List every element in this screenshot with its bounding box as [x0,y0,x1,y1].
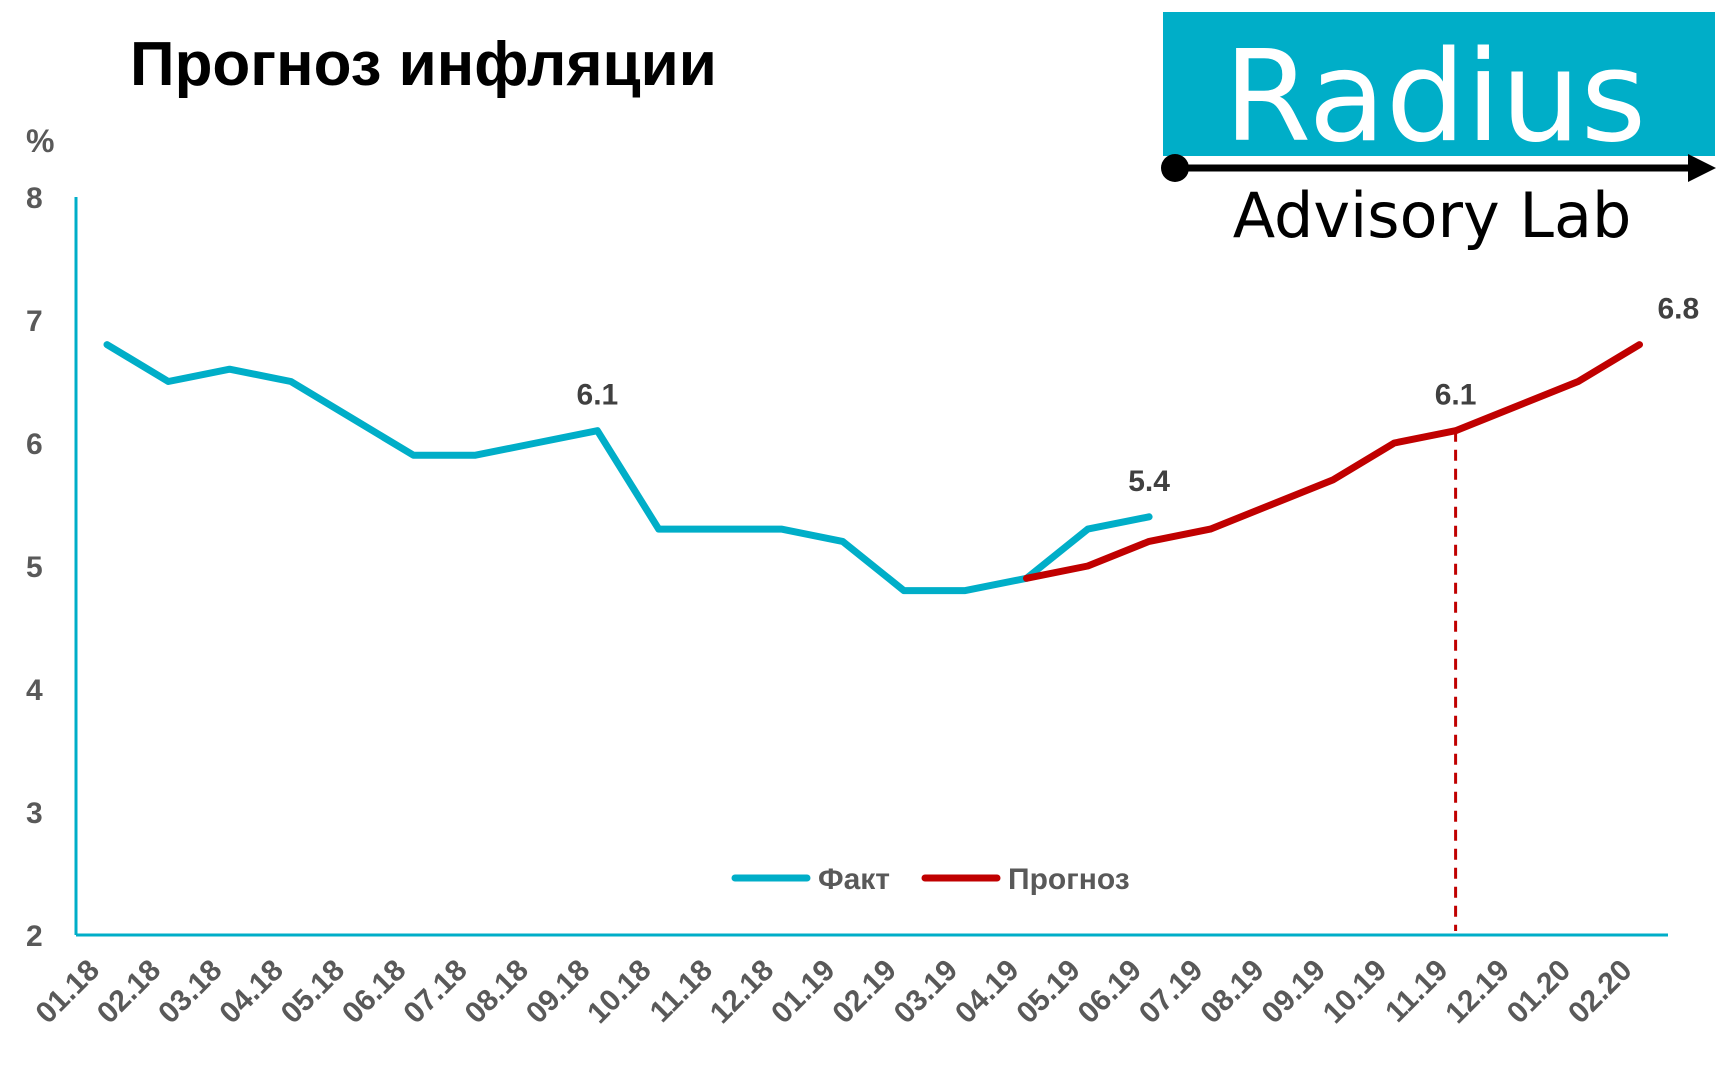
y-tick-label-6: 6 [26,428,43,461]
x-tick-label-10.19: 10.19 [1317,954,1393,1030]
y-axis-unit-label: % [26,123,54,159]
legend-label-fact: Факт [818,863,890,896]
x-tick-label-11.19: 11.19 [1379,954,1454,1029]
plot-area: 234567801.1802.1803.1804.1805.1806.1807.… [26,182,1699,1030]
x-tick-label-01.20: 01.20 [1501,954,1577,1030]
logo-main-text: Radius [1224,23,1646,170]
y-tick-label-7: 7 [26,305,43,338]
chart-title: Прогноз инфляции [130,30,717,99]
x-tick-label-10.18: 10.18 [581,954,657,1030]
x-tick-label-05.19: 05.19 [1010,954,1086,1030]
x-tick-label-08.18: 08.18 [459,954,535,1030]
x-tick-label-02.18: 02.18 [91,954,167,1030]
x-tick-label-02.20: 02.20 [1562,954,1638,1030]
x-tick-label-12.18: 12.18 [704,954,780,1030]
series-line-fact [103,341,1153,595]
logo-arrow-dot [1161,154,1189,182]
x-tick-label-06.19: 06.19 [1072,954,1148,1030]
x-tick-label-11.18: 11.18 [644,954,719,1029]
x-tick-label-08.19: 08.19 [1194,954,1270,1030]
x-tick-label-07.19: 07.19 [1133,954,1209,1030]
x-tick-label-01.18: 01.18 [30,954,106,1030]
y-tick-label-5: 5 [26,551,43,584]
x-tick-label-04.18: 04.18 [213,954,289,1030]
legend-label-forecast: Прогноз [1008,863,1130,896]
data-label-6.1-22: 6.1 [1435,379,1477,412]
x-tick-label-06.18: 06.18 [336,954,412,1030]
legend: Факт Прогноз [731,863,1130,896]
data-label-6.1-8: 6.1 [577,379,619,412]
logo-box [1163,12,1715,156]
x-tick-label-02.19: 02.19 [826,954,902,1030]
x-tick-label-01.19: 01.19 [765,954,841,1030]
x-tick-label-07.18: 07.18 [397,954,473,1030]
x-tick-label-12.19: 12.19 [1439,954,1515,1030]
x-tick-label-03.18: 03.18 [152,954,228,1030]
logo-arrow-head [1688,154,1716,182]
series-line-forecast [1023,341,1643,582]
data-label-5.4-17: 5.4 [1128,465,1170,498]
x-tick-label-09.18: 09.18 [520,954,596,1030]
y-tick-label-3: 3 [26,797,43,830]
y-tick-label-8: 8 [26,182,43,215]
x-tick-label-05.18: 05.18 [275,954,351,1030]
data-label-6.8-25: 6.8 [1658,293,1700,326]
logo: Radius Advisory Lab [1161,12,1716,252]
x-tick-label-09.19: 09.19 [1256,954,1332,1030]
y-tick-label-2: 2 [26,920,43,953]
y-tick-label-4: 4 [26,674,43,707]
x-tick-label-04.19: 04.19 [949,954,1025,1030]
x-tick-label-03.19: 03.19 [888,954,964,1030]
logo-sub-text: Advisory Lab [1233,179,1632,252]
